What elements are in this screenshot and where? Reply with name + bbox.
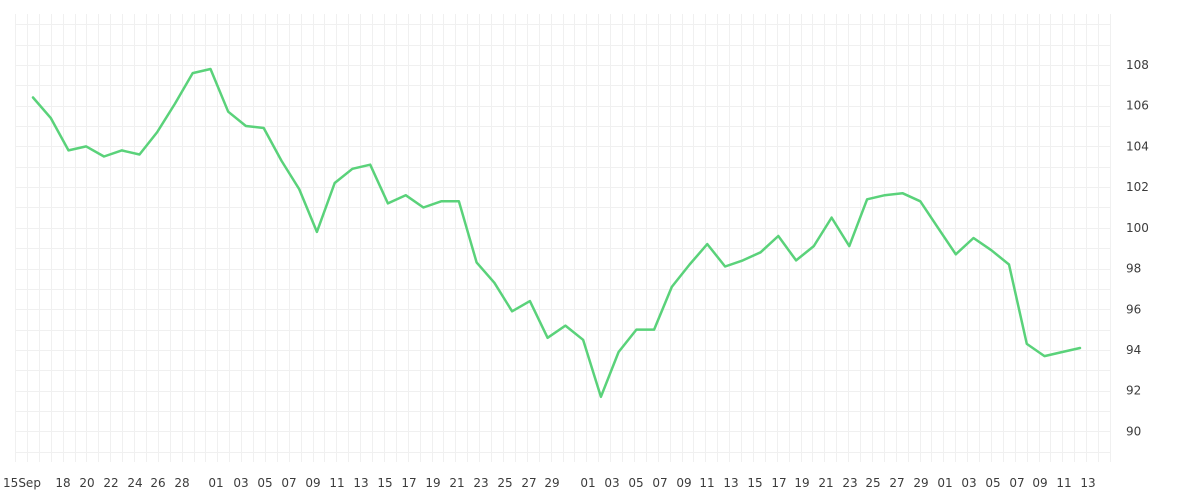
chart-grid [15,14,1111,462]
y-tick-label: 96 [1126,302,1141,316]
x-tick-label: 03 [961,476,976,490]
x-tick-label: 15 [747,476,762,490]
x-tick-label: 21 [449,476,464,490]
x-tick-label: 27 [521,476,536,490]
price-series-line [31,67,1082,399]
x-tick-label: 13 [353,476,368,490]
x-tick-label: 28 [174,476,189,490]
x-tick-label: 11 [329,476,344,490]
x-axis-ticks: 15Sep 18 20 22 24 26 28 01 03 05 07 09 11 13 15 17 19 21 2… [3,476,1096,490]
y-tick-label: 102 [1126,180,1149,194]
x-tick-label: 13 [1080,476,1095,490]
x-tick-label: 11 [1056,476,1071,490]
x-tick-label: 19 [794,476,809,490]
x-tick-label: 18 [55,476,70,490]
x-tick-label: 20 [79,476,94,490]
y-tick-label: 106 [1126,99,1149,113]
x-tick-label: 15Sep [3,476,41,490]
x-tick-label: 26 [150,476,165,490]
x-tick-label: 29 [544,476,559,490]
x-tick-label: 22 [103,476,118,490]
x-tick-label: 13 [723,476,738,490]
x-tick-label: 25 [497,476,512,490]
x-tick-label: 01 [580,476,595,490]
x-tick-label: 17 [401,476,416,490]
x-tick-label: 03 [233,476,248,490]
x-tick-label: 01 [937,476,952,490]
y-tick-label: 90 [1126,424,1141,438]
x-tick-label: 11 [699,476,714,490]
x-tick-label: 07 [1009,476,1024,490]
x-tick-label: 09 [676,476,691,490]
x-tick-label: 05 [628,476,643,490]
chart-series [31,67,1082,399]
y-tick-label: 108 [1126,58,1149,72]
x-tick-label: 05 [257,476,272,490]
y-tick-label: 98 [1126,262,1141,276]
x-tick-label: 29 [913,476,928,490]
x-tick-label: 24 [127,476,142,490]
x-tick-label: 19 [425,476,440,490]
y-axis-ticks: 90 92 94 96 98 100 102 104 106 108 [1126,58,1149,439]
x-tick-label: 07 [652,476,667,490]
x-tick-label: 15 [377,476,392,490]
y-tick-label: 104 [1126,139,1149,153]
x-tick-label: 23 [473,476,488,490]
x-tick-label: 09 [1032,476,1047,490]
x-tick-label: 07 [281,476,296,490]
x-tick-label: 05 [985,476,1000,490]
y-tick-label: 92 [1126,384,1141,398]
x-tick-label: 27 [889,476,904,490]
x-tick-label: 25 [865,476,880,490]
y-tick-label: 94 [1126,343,1141,357]
x-tick-label: 17 [771,476,786,490]
x-tick-label: 03 [604,476,619,490]
x-tick-label: 01 [208,476,223,490]
x-tick-label: 21 [818,476,833,490]
x-tick-label: 09 [305,476,320,490]
x-tick-label: 23 [842,476,857,490]
y-tick-label: 100 [1126,221,1149,235]
